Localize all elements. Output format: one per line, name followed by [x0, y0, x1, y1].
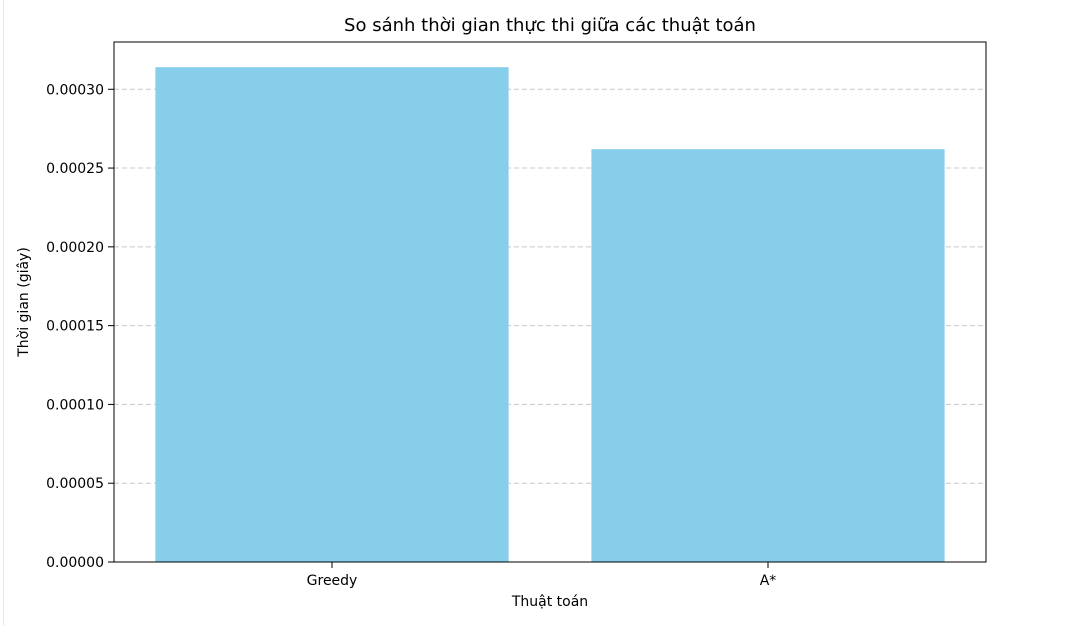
y-axis-ticks: 0.00000 0.00005 0.00010 0.00015 0.00020 0.000…	[46, 82, 114, 571]
y-tick-label: 0.00025	[46, 161, 104, 177]
y-tick-label: 0.00020	[46, 240, 104, 256]
chart-title: So sánh thời gian thực thi giữa các thuậ…	[344, 15, 756, 36]
bar	[591, 149, 945, 562]
bars	[155, 67, 945, 562]
x-tick-label: Greedy	[307, 573, 358, 589]
y-tick-label: 0.00030	[46, 82, 104, 98]
y-tick-label: 0.00005	[46, 476, 104, 492]
x-tick-label: A*	[760, 573, 777, 589]
y-tick-label: 0.00000	[46, 555, 104, 571]
plot-frame	[113, 41, 987, 563]
x-axis-ticks: Greedy A*	[307, 562, 777, 589]
y-tick-label: 0.00015	[46, 319, 104, 335]
bar	[155, 67, 509, 562]
y-tick-label: 0.00010	[46, 397, 104, 413]
page-left-rule	[3, 0, 4, 625]
y-axis-label: Thời gian (giây)	[16, 247, 32, 358]
x-axis-label: Thuật toán	[511, 594, 588, 610]
